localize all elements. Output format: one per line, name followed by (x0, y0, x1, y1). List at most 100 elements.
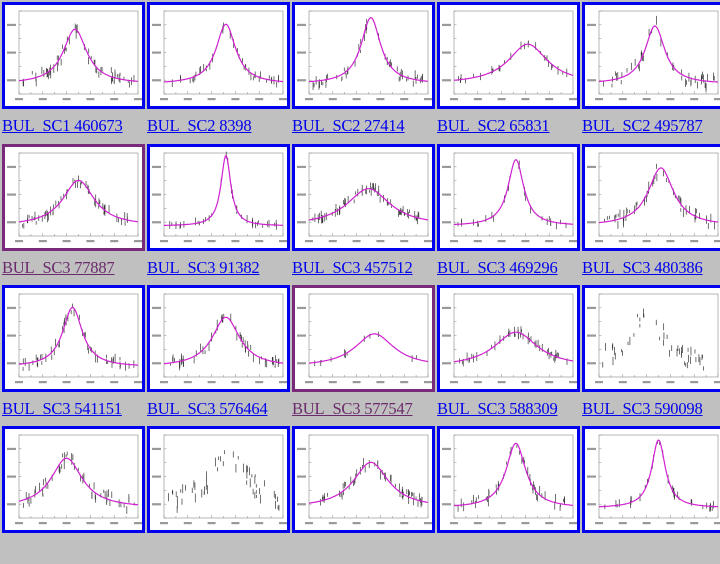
light-curve-thumbnail-link[interactable] (582, 144, 720, 251)
star-id-link[interactable]: BUL_SC1 460673 (2, 116, 123, 135)
star-id-link[interactable]: BUL_SC2 65831 (437, 116, 550, 135)
y-tick-label-mark (442, 165, 451, 169)
y-tick-label-mark (152, 503, 161, 506)
x-tick-label-mark (569, 240, 577, 243)
light-curve-plot-icon (297, 10, 432, 101)
light-curve-thumbnail-link[interactable] (437, 285, 580, 392)
thumbnail-cell: BUL_SC2 27414 (290, 0, 435, 140)
x-tick-label-mark (545, 98, 554, 101)
star-id-link[interactable]: BUL_SC3 576464 (147, 399, 268, 418)
light-curve-thumbnail-link[interactable] (582, 285, 720, 392)
thumbnail-cell: BUL_SC3 480386 (580, 142, 720, 282)
y-tick-label-mark (587, 362, 596, 365)
x-tick-label-mark (690, 381, 699, 384)
star-id-link[interactable]: BUL_SC3 469296 (437, 258, 558, 277)
light-curve-thumbnail-link[interactable] (292, 426, 435, 533)
x-tick-label-mark (134, 240, 142, 243)
light-curve-thumbnail-link[interactable] (582, 426, 720, 533)
y-tick-label-mark (152, 447, 161, 451)
x-tick-label-mark (618, 98, 627, 101)
x-tick-label-mark (424, 98, 432, 101)
light-curve-thumbnail-link[interactable] (2, 285, 145, 392)
y-tick-label-mark (297, 193, 306, 196)
light-curve-thumbnail-link[interactable] (2, 144, 145, 251)
fit-curve (18, 457, 139, 506)
plot-frame (453, 293, 574, 378)
x-tick-label-mark (376, 98, 385, 101)
light-curve-thumbnail-link[interactable] (2, 426, 145, 533)
x-tick-label-mark (255, 98, 264, 101)
y-tick-label-mark (587, 193, 596, 196)
x-tick-label-mark (160, 98, 168, 101)
star-id-link[interactable]: BUL_SC3 590098 (582, 399, 703, 418)
light-curve-thumbnail-link[interactable] (292, 144, 435, 251)
star-id-link[interactable]: BUL_SC3 541151 (2, 399, 122, 418)
fit-curve (163, 23, 284, 83)
light-curve-thumbnail-link[interactable] (582, 2, 720, 109)
x-tick-label-mark (160, 240, 168, 243)
x-tick-label-mark (473, 240, 482, 243)
x-tick-label-mark (666, 381, 675, 384)
star-id-link[interactable]: BUL_SC3 457512 (292, 258, 413, 277)
y-tick-label-mark (152, 193, 161, 196)
light-curve-thumbnail-link[interactable] (437, 144, 580, 251)
light-curve-thumbnail-link[interactable] (292, 285, 435, 392)
y-tick-label-mark (152, 23, 161, 27)
y-tick-label-mark (7, 221, 16, 224)
y-tick-label-mark (587, 221, 596, 224)
light-curve-thumbnail-link[interactable] (147, 285, 290, 392)
light-curve-thumbnail-link[interactable] (147, 426, 290, 533)
y-tick-label-mark (7, 165, 16, 169)
x-tick-label-mark (714, 381, 720, 384)
fit-curve (308, 17, 429, 83)
thumbnail-cell (145, 424, 290, 564)
y-tick-label-mark (442, 362, 451, 365)
y-tick-label-mark (297, 79, 306, 82)
light-curve-plot-icon (152, 293, 287, 384)
star-id-link[interactable]: BUL_SC2 8398 (147, 116, 252, 135)
x-tick-label-mark (666, 240, 675, 243)
x-tick-label-mark (110, 381, 119, 384)
light-curve-thumbnail-link[interactable] (147, 144, 290, 251)
light-curve-thumbnail-link[interactable] (437, 426, 580, 533)
light-curve-thumbnail-link[interactable] (437, 2, 580, 109)
star-id-link[interactable]: BUL_SC2 495787 (582, 116, 703, 135)
star-id-link[interactable]: BUL_SC3 480386 (582, 258, 703, 277)
x-tick-label-mark (450, 98, 458, 101)
x-tick-label-mark (207, 522, 216, 525)
x-tick-label-mark (38, 240, 47, 243)
x-tick-label-mark (305, 240, 313, 243)
star-id-link[interactable]: BUL_SC3 91382 (147, 258, 260, 277)
thumbnail-cell: BUL_SC3 576464 (145, 283, 290, 423)
y-tick-label-mark (587, 79, 596, 82)
x-tick-label-mark (352, 240, 361, 243)
x-tick-label-mark (595, 98, 603, 101)
y-tick-label-mark (442, 23, 451, 27)
y-tick-label-mark (587, 306, 596, 310)
x-tick-label-mark (642, 98, 651, 101)
x-tick-label-mark (376, 240, 385, 243)
x-tick-label-mark (160, 381, 168, 384)
x-tick-label-mark (279, 240, 287, 243)
star-id-link[interactable]: BUL_SC3 77887 (2, 258, 115, 277)
x-tick-label-mark (666, 98, 675, 101)
x-tick-label-mark (642, 381, 651, 384)
light-curve-plot-icon (297, 152, 432, 243)
x-tick-label-mark (569, 522, 577, 525)
y-tick-label-mark (7, 306, 16, 310)
y-tick-label-mark (7, 503, 16, 506)
thumbnail-cell: BUL_SC3 77887 (0, 142, 145, 282)
light-curve-thumbnail-link[interactable] (147, 2, 290, 109)
x-tick-label-mark (134, 98, 142, 101)
fit-curve (453, 43, 574, 81)
x-tick-label-mark (15, 381, 23, 384)
star-id-link[interactable]: BUL_SC3 577547 (292, 399, 413, 418)
x-tick-label-mark (473, 98, 482, 101)
star-id-link[interactable]: BUL_SC2 27414 (292, 116, 405, 135)
x-tick-label-mark (305, 522, 313, 525)
star-id-link[interactable]: BUL_SC3 588309 (437, 399, 558, 418)
x-tick-label-mark (110, 522, 119, 525)
x-tick-label-mark (545, 522, 554, 525)
light-curve-thumbnail-link[interactable] (292, 2, 435, 109)
light-curve-thumbnail-link[interactable] (2, 2, 145, 109)
